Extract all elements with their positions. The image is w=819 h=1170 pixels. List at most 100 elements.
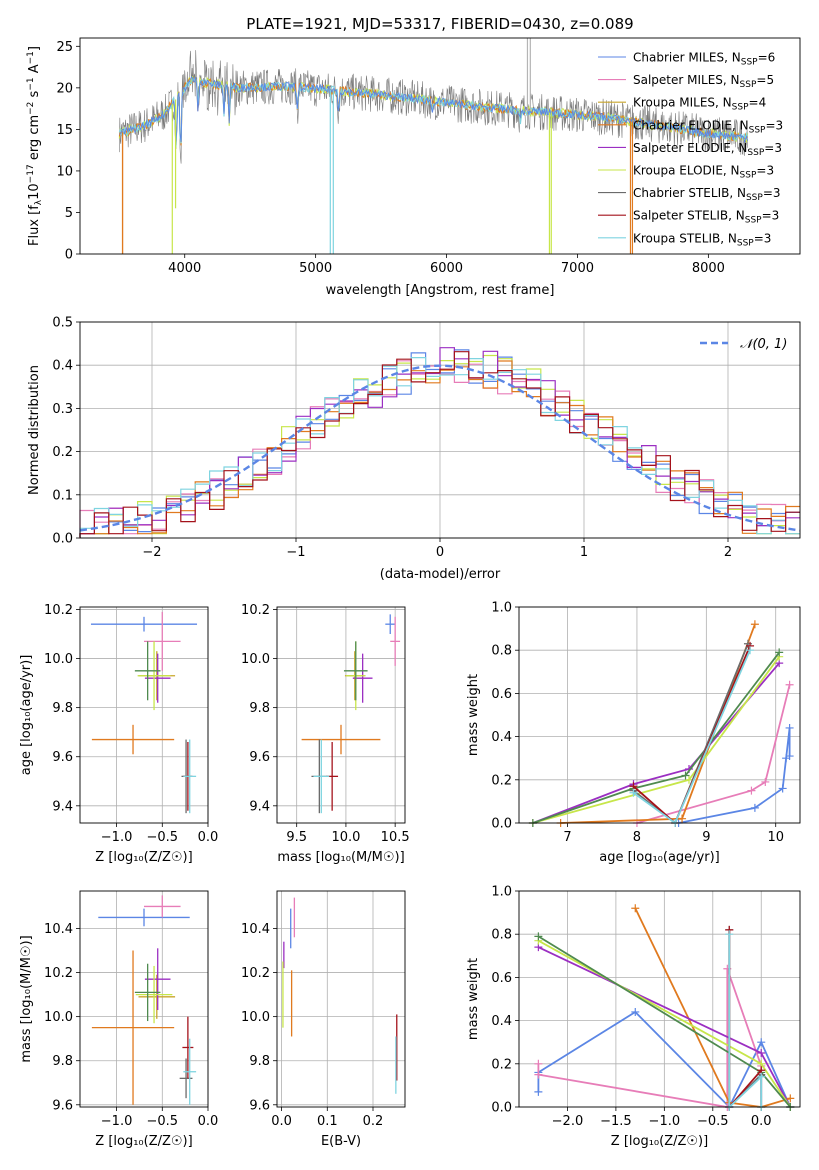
x-tick-label: −0.5 (697, 1114, 729, 1129)
y-tick-label: 0.4 (52, 359, 73, 374)
x-tick-label: −2 (142, 545, 161, 560)
y-tick-label: 10.0 (44, 1010, 73, 1025)
y-axis-label: mass weight (466, 674, 481, 756)
x-tick-label: 10.0 (331, 830, 360, 845)
y-tick-label: 10.0 (241, 1010, 270, 1025)
y-tick-label: 9.6 (249, 750, 270, 765)
y-tick-label: 9.6 (249, 1098, 270, 1113)
x-axis-label: Z [log₁₀(Z/Z☉)] (95, 850, 192, 865)
mass-weight-line (728, 934, 763, 1110)
x-tick-label: 0.0 (751, 1114, 772, 1129)
spectrum-line (119, 50, 748, 164)
y-axis-label: Flux [fλ10−17 erg cm−2 s−1 A−1] (26, 46, 44, 246)
axes-frame (518, 606, 801, 824)
y-tick-label: 10.4 (241, 922, 270, 937)
x-axis-label: E(B-V) (321, 1134, 361, 1149)
mass-weight-marker (785, 680, 794, 689)
x-tick-label: 0.0 (198, 1114, 219, 1129)
x-tick-label: 8000 (692, 261, 725, 276)
x-tick-label: 0.2 (363, 1114, 384, 1129)
mass-weight-marker (747, 786, 756, 795)
mass-weight-marker (534, 1070, 543, 1079)
y-tick-label: 0.5 (52, 316, 73, 331)
y-tick-label: 0.2 (491, 773, 512, 788)
x-tick-label: 6000 (430, 261, 463, 276)
y-tick-label: 0.2 (52, 445, 73, 460)
x-tick-label: 7000 (561, 261, 594, 276)
legend-label: Chabrier STELIB, NSSP=3 (633, 186, 781, 203)
mass-weight-marker (785, 752, 794, 761)
y-tick-label: 0.2 (491, 1057, 512, 1072)
y-tick-label: 10.2 (241, 966, 270, 981)
axes-frame (518, 890, 801, 1108)
y-tick-label: 10.2 (241, 603, 270, 618)
x-tick-label: −0.5 (146, 1114, 178, 1129)
legend-label: Kroupa MILES, NSSP=4 (633, 96, 766, 113)
mass-weight-marker (775, 648, 784, 657)
spectrum-line (119, 76, 749, 143)
y-tick-label: 10.0 (44, 652, 73, 667)
mass-weight-marker (746, 646, 755, 655)
y-tick-label: 0.3 (52, 402, 73, 417)
mass-weight-line (634, 907, 791, 1108)
y-tick-label: 9.8 (249, 701, 270, 716)
axes-frame (79, 890, 209, 1108)
mass-weight-marker (684, 775, 693, 784)
y-tick-label: 10.2 (44, 966, 73, 981)
legend-label: 𝒩(0, 1) (740, 337, 787, 352)
mass-weight-marker (778, 784, 787, 793)
mass-weight-marker (761, 777, 770, 786)
x-tick-label: 0.1 (317, 1114, 338, 1129)
mass-weight-marker (629, 788, 638, 797)
y-tick-label: 1.0 (491, 885, 512, 900)
mass-weight-vs-age-panel: 7 8 9 10 0.0 0.2 0.4 0.6 0.8 1.0 age [log₁₀(age/yr… (466, 601, 801, 865)
mass-weight-line (636, 684, 791, 824)
y-tick-label: 1.0 (491, 601, 512, 616)
x-axis-label: Z [log₁₀(Z/Z☉)] (95, 1134, 192, 1149)
y-tick-label: 25 (56, 40, 73, 55)
histogram-series (79, 351, 800, 538)
y-tick-label: 0 (65, 248, 73, 263)
legend-label: Chabrier ELODIE, NSSP=3 (633, 118, 783, 135)
x-tick-label: 10 (767, 830, 784, 845)
y-tick-label: 9.8 (52, 701, 73, 716)
axes-frame (79, 606, 209, 824)
x-tick-label: 7 (563, 830, 571, 845)
mass-weight-marker (534, 1087, 543, 1096)
x-tick-label: 5000 (299, 261, 332, 276)
y-tick-label: 10 (56, 164, 73, 179)
histogram-series (79, 357, 800, 538)
y-tick-label: 15 (56, 123, 73, 138)
legend-label: Salpeter STELIB, NSSP=3 (633, 209, 779, 226)
x-axis-label: Z [log₁₀(Z/Z☉)] (611, 1134, 708, 1149)
y-tick-label: 9.8 (52, 1054, 73, 1069)
legend-label: Chabrier MILES, NSSP=6 (633, 51, 775, 68)
x-tick-label: 0 (436, 545, 444, 560)
y-tick-label: 20 (56, 81, 73, 96)
y-tick-label: 0.6 (491, 971, 512, 986)
axes-frame (276, 606, 406, 824)
residuals-panel: −2 −1 0 1 2 0.0 0.1 0.2 0.3 0.4 0.5 𝒩(0, 1) (data-mo… (27, 316, 801, 582)
y-tick-label: 10.0 (241, 652, 270, 667)
y-tick-label: 0.1 (52, 488, 73, 503)
mass-weight-marker (681, 771, 690, 780)
x-axis-label: wavelength [Angstrom, rest frame] (326, 283, 555, 298)
mass-weight-marker (750, 620, 759, 629)
mass-weight-vs-metallicity-panel: −2.0 −1.5 −1.0 −0.5 0.0 0.0 0.2 0.4 0.6 0.8 1.0 Z [… (466, 885, 801, 1149)
y-axis-label: mass weight (466, 958, 481, 1040)
x-tick-label: 4000 (168, 261, 201, 276)
mass-vs-metallicity-panel: −1.0 −0.5 0.0 9.6 9.8 10.0 10.2 10.4 Z [log₁₀(Z/… (19, 890, 219, 1149)
y-tick-label: 5 (65, 206, 73, 221)
mass-weight-marker (757, 1049, 766, 1057)
y-tick-label: 9.8 (249, 1054, 270, 1069)
mass-weight-marker (786, 1094, 795, 1103)
y-tick-label: 0.8 (491, 928, 512, 943)
x-tick-label: 8 (633, 830, 641, 845)
y-tick-label: 10.2 (44, 603, 73, 618)
axes-frame (79, 321, 801, 539)
age-vs-metallicity-panel: −1.0 −0.5 0.0 9.4 9.6 9.8 10.0 10.2 Z [log₁₀(Z/Z… (19, 603, 218, 865)
mass-weight-marker (631, 1007, 640, 1016)
mass-weight-marker (757, 1038, 766, 1047)
x-tick-label: −1.0 (101, 830, 133, 845)
x-tick-label: 2 (724, 545, 732, 560)
